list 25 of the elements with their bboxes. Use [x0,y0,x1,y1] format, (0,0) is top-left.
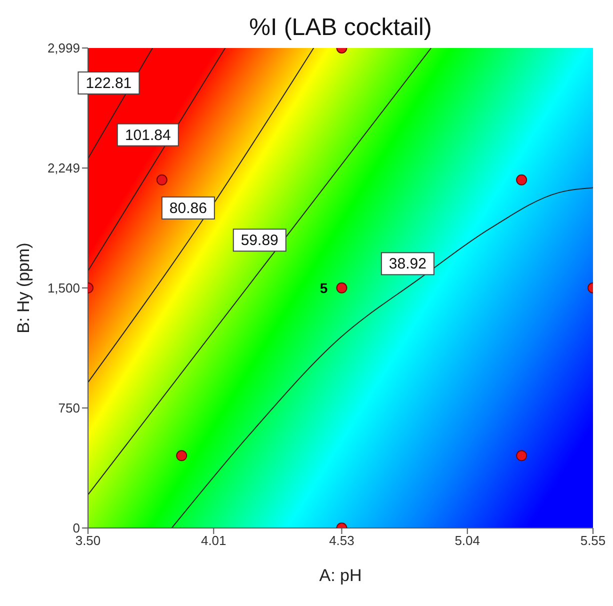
point [336,282,348,294]
point [516,450,528,462]
y-tick-label: 1,500 [47,280,80,296]
series-label: 122.81 [86,74,132,92]
point [516,174,528,186]
x-tick-label: 5.55 [580,533,606,548]
chart-title: %I (LAB cocktail) [248,14,433,42]
annotation: 5 [320,280,328,296]
y-tick-label: 2,999 [47,40,80,56]
y-tick-label: 0 [72,520,80,536]
x-tick-label: 4.01 [200,533,226,548]
y-tick-label: 750 [58,400,80,416]
series-label: 101.84 [124,126,171,144]
series-label: 80.86 [169,200,207,217]
y-axis-title: B: Hy (ppm) [14,242,34,334]
point [176,450,188,462]
point [156,174,168,186]
x-tick-label: 5.04 [454,533,480,548]
x-axis-title: A: pH [319,566,362,585]
x-tick-label: 3.50 [75,533,101,548]
y-tick-label: 2,249 [47,160,80,176]
series-label: 38.92 [388,256,426,273]
line-series [171,187,593,528]
x-tick-label: 4.53 [329,533,354,548]
series-label: 59.89 [240,232,278,250]
